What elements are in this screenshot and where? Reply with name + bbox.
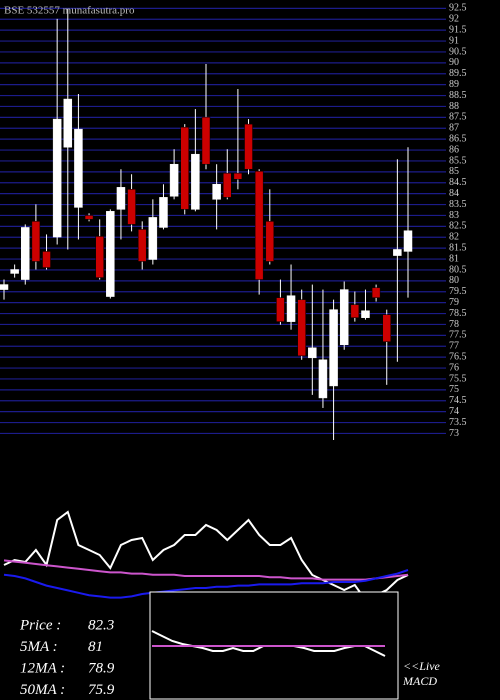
- candle-body: [159, 197, 168, 228]
- indicator-line: [3, 559, 409, 581]
- y-tick-label: 77: [449, 341, 459, 352]
- info-value: 81: [88, 639, 103, 655]
- y-tick-label: 84: [449, 188, 459, 199]
- y-tick-label: 91: [449, 35, 459, 46]
- info-label: 50MA :: [20, 682, 65, 698]
- candle-body: [95, 236, 104, 278]
- y-tick-label: 85.5: [449, 155, 467, 166]
- candle-body: [180, 126, 189, 210]
- y-tick-label: 88: [449, 101, 459, 112]
- y-tick-label: 78: [449, 319, 459, 330]
- candle-body: [31, 221, 41, 262]
- y-tick-label: 76.5: [449, 351, 467, 362]
- y-tick-label: 92.5: [449, 3, 467, 14]
- candle-body: [371, 287, 381, 298]
- marks: [0, 8, 413, 602]
- y-tick-label: 82: [449, 232, 459, 243]
- y-tick-label: 89: [449, 79, 459, 90]
- y-tick-label: 83.5: [449, 199, 467, 210]
- candle-body: [382, 314, 391, 342]
- candle-body: [42, 251, 51, 268]
- candle-body: [308, 347, 317, 359]
- candle-body: [286, 295, 296, 322]
- candle-body: [169, 163, 179, 197]
- candle-body: [254, 170, 264, 280]
- y-tick-label: 85: [449, 166, 459, 177]
- y-tick-label: 79: [449, 297, 459, 308]
- candle-body: [201, 116, 211, 165]
- y-tick-label: 81.5: [449, 242, 467, 253]
- info-label: 12MA :: [20, 660, 65, 676]
- candle-body: [10, 269, 19, 274]
- candle-body: [74, 128, 83, 208]
- candle-body: [403, 230, 413, 252]
- indicator-line: [3, 569, 409, 599]
- y-tick-label: 89.5: [449, 68, 467, 79]
- info-value: 82.3: [88, 617, 114, 633]
- candle-body: [265, 221, 275, 262]
- info-value: 78.9: [88, 660, 115, 676]
- candle-body: [116, 187, 126, 210]
- indicator-line: [3, 510, 409, 602]
- candle-body: [244, 123, 253, 170]
- y-tick-label: 92: [449, 14, 459, 25]
- y-tick-label: 76: [449, 362, 459, 373]
- candle-body: [148, 217, 158, 260]
- macd-lines: [151, 630, 386, 657]
- y-tick-label: 91.5: [449, 24, 467, 35]
- candle-body: [0, 284, 9, 290]
- candle-body: [233, 172, 243, 180]
- info-label: 5MA :: [20, 639, 58, 655]
- candle-body: [137, 229, 147, 262]
- y-tick-label: 83: [449, 210, 459, 221]
- info-box: Price : 82.3 5MA : 81 12MA : 78.9 50MA : 75.9: [19, 617, 115, 698]
- y-tick-label: 86.5: [449, 133, 467, 144]
- chart-title: BSE 532557 munafasutra.pro: [4, 5, 135, 17]
- candle-body: [212, 184, 221, 200]
- y-tick-label: 74: [449, 406, 459, 417]
- candle-body: [361, 310, 370, 318]
- macd-subtitle: MACD: [402, 674, 437, 688]
- candle-body: [318, 359, 328, 399]
- candle-body: [329, 309, 338, 387]
- y-tick-label: 90.5: [449, 46, 467, 57]
- y-tick-label: 75.5: [449, 373, 467, 384]
- y-tick-label: 78.5: [449, 308, 467, 319]
- y-tick-label: 81: [449, 253, 459, 264]
- y-tick-label: 88.5: [449, 90, 467, 101]
- candle-body: [127, 189, 136, 225]
- candle-body: [339, 289, 349, 345]
- candle-body: [106, 211, 115, 297]
- candle-body: [297, 299, 306, 357]
- y-tick-label: 79.5: [449, 286, 467, 297]
- y-tick-label: 80: [449, 275, 459, 286]
- y-tick-label: 86: [449, 144, 459, 155]
- y-tick-label: 73: [449, 428, 459, 439]
- macd-title: <<Live: [403, 659, 441, 673]
- y-tick-label: 90: [449, 57, 459, 68]
- y-tick-label: 74.5: [449, 395, 467, 406]
- y-tick-label: 73.5: [449, 417, 467, 428]
- candle-body: [350, 304, 360, 318]
- candle-body: [84, 215, 94, 220]
- candle-body: [21, 227, 30, 280]
- y-tick-label: 80.5: [449, 264, 467, 275]
- y-tick-label: 87.5: [449, 112, 467, 123]
- candle-body: [276, 297, 285, 322]
- info-label: Price :: [19, 617, 61, 633]
- y-tick-label: 75: [449, 384, 459, 395]
- candle-body: [63, 98, 73, 148]
- candle-body: [223, 172, 232, 198]
- y-tick-label: 77.5: [449, 330, 467, 341]
- y-tick-label: 82.5: [449, 221, 467, 232]
- candle-body: [191, 153, 200, 210]
- y-tick-label: 84.5: [449, 177, 467, 188]
- candle-body: [52, 118, 62, 238]
- y-tick-label: 87: [449, 123, 459, 134]
- info-value: 75.9: [88, 682, 115, 698]
- candle-body: [393, 249, 402, 256]
